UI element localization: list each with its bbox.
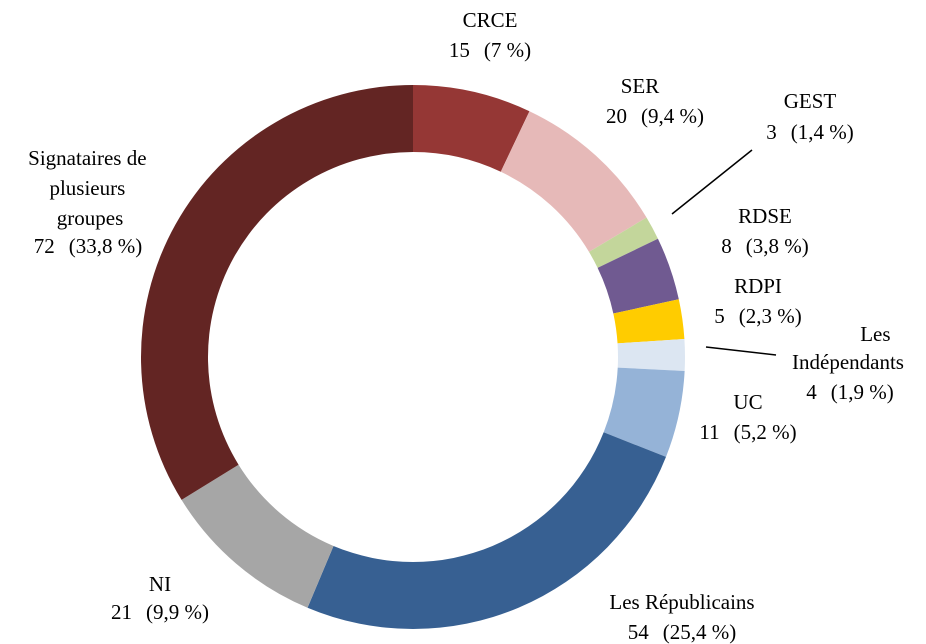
value-count: 11 xyxy=(699,420,719,444)
value-count: 20 xyxy=(606,104,627,128)
slice-label: Les Indépendants xyxy=(792,322,904,374)
donut-slice xyxy=(413,85,530,172)
value-count: 3 xyxy=(766,120,777,144)
value-label: 4 (1,9 %) xyxy=(806,380,893,404)
value-percent: (33,8 %) xyxy=(69,234,142,258)
donut-slice xyxy=(603,367,685,457)
value-label: 5 (2,3 %) xyxy=(714,304,801,328)
value-percent: (9,4 %) xyxy=(641,104,704,128)
value-percent: (9,9 %) xyxy=(146,600,209,624)
value-percent: (1,4 %) xyxy=(791,120,854,144)
donut-slice xyxy=(181,464,334,608)
slice-label: GEST xyxy=(784,89,837,113)
value-label: 8 (3,8 %) xyxy=(721,234,808,258)
slice-label: RDPI xyxy=(734,274,782,298)
value-count: 4 xyxy=(806,380,817,404)
value-count: 15 xyxy=(449,38,470,62)
value-label: 54 (25,4 %) xyxy=(628,620,736,644)
slice-label: NI xyxy=(149,572,171,596)
donut-slice xyxy=(617,338,686,372)
value-percent: (1,9 %) xyxy=(831,380,894,404)
value-count: 21 xyxy=(111,600,132,624)
value-label: 11 (5,2 %) xyxy=(699,420,796,444)
value-label: 15 (7 %) xyxy=(449,38,531,62)
value-count: 8 xyxy=(721,234,732,258)
value-percent: (2,3 %) xyxy=(739,304,802,328)
leader-line xyxy=(705,346,777,356)
donut-slice xyxy=(589,217,658,268)
donut-slice xyxy=(500,111,647,252)
value-count: 72 xyxy=(34,234,55,258)
donut-slice xyxy=(141,85,413,500)
donut-slice xyxy=(307,432,666,630)
slice-label: Les Républicains xyxy=(609,590,754,614)
value-percent: (25,4 %) xyxy=(663,620,736,644)
donut-slice xyxy=(597,238,679,314)
slice-label: UC xyxy=(733,390,762,414)
value-label: 72 (33,8 %) xyxy=(34,234,142,258)
value-percent: (5,2 %) xyxy=(734,420,797,444)
value-label: 20 (9,4 %) xyxy=(606,104,704,128)
slice-label: CRCE xyxy=(463,8,518,32)
value-count: 54 xyxy=(628,620,650,644)
value-percent: (3,8 %) xyxy=(746,234,809,258)
leader-line xyxy=(671,149,753,215)
slice-label: Signataires de plusieurs groupes xyxy=(28,146,152,230)
donut-slice xyxy=(613,299,685,344)
value-count: 5 xyxy=(714,304,725,328)
slice-label: RDSE xyxy=(738,204,792,228)
value-label: 21 (9,9 %) xyxy=(111,600,209,624)
value-percent: (7 %) xyxy=(484,38,531,62)
slice-label: SER xyxy=(621,74,660,98)
value-label: 3 (1,4 %) xyxy=(766,120,853,144)
